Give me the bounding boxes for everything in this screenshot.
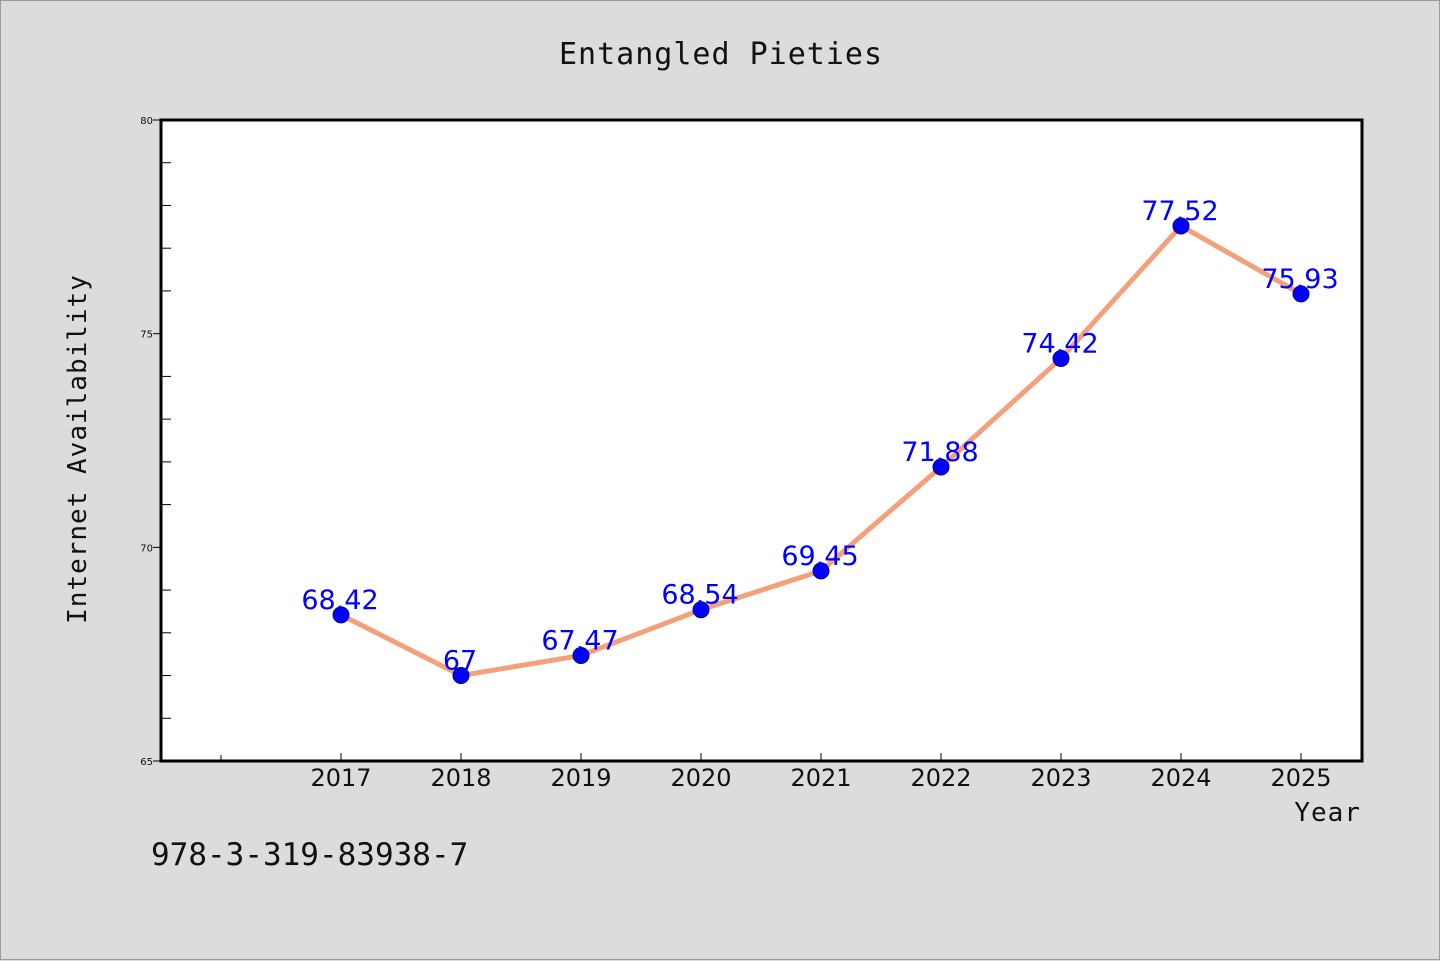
isbn-text: 978-3-319-83938-7: [151, 837, 468, 873]
x-tick-label: 2021: [790, 764, 851, 792]
data-point: [452, 667, 470, 685]
x-tick-label: 2023: [1030, 764, 1091, 792]
data-label: 75.93: [1261, 264, 1338, 295]
data-point: [1172, 217, 1190, 235]
x-tick-label: 2019: [550, 764, 611, 792]
x-tick-label: 2017: [310, 764, 371, 792]
data-point: [812, 562, 830, 580]
data-label: 77.52: [1141, 196, 1218, 227]
x-tick-label: 2025: [1270, 764, 1331, 792]
y-tick-label: 70: [140, 543, 153, 554]
y-tick-label: 75: [140, 330, 153, 341]
data-label: 67: [443, 646, 477, 677]
data-label: 68.42: [301, 585, 378, 616]
x-axis: 2017 2018 2019 2020 2021 2022 2023 2024 2025: [220, 753, 1332, 792]
y-tick-label: 65: [140, 757, 153, 768]
y-axis-label: Internet Availability: [63, 274, 93, 624]
data-label: 69.45: [781, 541, 858, 572]
data-point: [332, 606, 350, 624]
series-layer: 68.42 67 67.47 68.54 69.45 71.88 74.42 77.52 75.…: [301, 196, 1339, 685]
y-tick-label: 80: [140, 116, 153, 127]
data-point: [1052, 349, 1070, 367]
plot-area: [159, 118, 1364, 763]
x-tick-label: 2024: [1150, 764, 1211, 792]
data-point: [1292, 285, 1310, 303]
data-point: [572, 646, 590, 664]
data-label: 67.47: [541, 625, 618, 656]
data-label: 71.88: [901, 437, 978, 468]
x-axis-label: Year: [1294, 798, 1361, 828]
x-tick-label: 2020: [670, 764, 731, 792]
data-point: [692, 601, 710, 619]
chart-title: Entangled Pieties: [559, 37, 883, 72]
x-tick-label: 2022: [910, 764, 971, 792]
data-point: [932, 458, 950, 476]
data-label: 74.42: [1021, 328, 1098, 359]
data-label: 68.54: [661, 580, 738, 611]
y-axis: 65 70 75 80: [140, 116, 171, 768]
x-tick-label: 2018: [430, 764, 491, 792]
